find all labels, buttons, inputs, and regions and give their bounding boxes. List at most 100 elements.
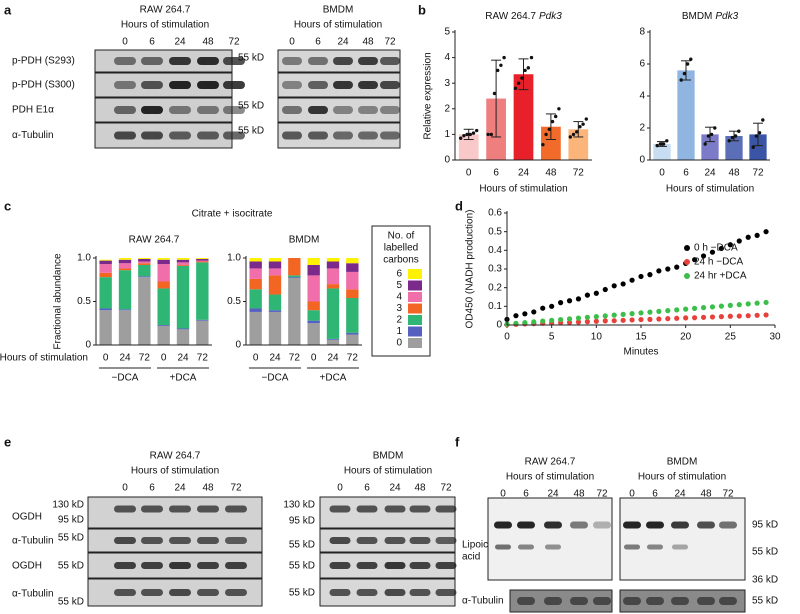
data-point — [602, 318, 608, 324]
data-point — [656, 308, 662, 314]
blot-row-label: OGDH — [12, 561, 42, 572]
data-point — [611, 312, 617, 318]
data-point — [692, 315, 698, 321]
bar-segment — [268, 268, 282, 276]
blot-row-label: PDH E1α — [12, 105, 54, 116]
legend-label: 5 — [396, 280, 402, 291]
x-axis-label: Minutes — [623, 347, 658, 358]
band-label: Lipoic — [462, 540, 488, 551]
data-point — [566, 316, 573, 322]
data-point — [736, 238, 742, 244]
blot-band — [380, 131, 400, 140]
bar-segment — [99, 277, 112, 309]
data-point — [459, 136, 463, 140]
blot-band — [141, 106, 163, 114]
blot-band — [435, 537, 457, 544]
data-point — [733, 134, 738, 138]
bar-segment — [196, 262, 209, 320]
mw-marker: 55 kD — [238, 53, 264, 64]
bar-segment — [196, 319, 209, 321]
blot-band — [333, 57, 353, 65]
blot-image — [487, 497, 613, 581]
bar-segment — [157, 264, 170, 282]
blot-band — [380, 57, 400, 65]
lane-label: 48 — [362, 37, 374, 48]
bar-segment — [99, 264, 112, 273]
x-tick-label: 5 — [549, 332, 555, 343]
legend-swatch — [408, 303, 422, 314]
data-point — [647, 272, 653, 278]
bar-segment — [138, 276, 151, 278]
x-tick-label: 72 — [197, 353, 209, 364]
data-point — [584, 319, 591, 325]
x-tick-label: 72 — [752, 168, 764, 179]
data-point — [763, 312, 769, 318]
data-point — [489, 132, 493, 137]
bar-segment — [157, 258, 170, 260]
bar-segment — [326, 284, 340, 289]
x-tick-label: 0 — [466, 168, 472, 179]
blot-band — [593, 521, 611, 529]
blot-band — [197, 505, 219, 513]
x-tick-label: 24 — [518, 168, 530, 179]
blot-band — [197, 106, 219, 114]
blot-band — [719, 597, 737, 605]
chart-subtitle: RAW 264.7 — [129, 235, 180, 246]
data-point — [751, 145, 755, 149]
blot-band — [593, 597, 611, 605]
y-tick-label: 6 — [639, 59, 645, 70]
data-point — [465, 132, 469, 137]
blot-band — [697, 597, 715, 605]
legend-label: 4 — [396, 292, 402, 303]
data-point — [727, 302, 733, 308]
data-point — [575, 315, 582, 321]
data-point — [683, 306, 689, 312]
band-label: acid — [462, 552, 480, 563]
data-point — [584, 314, 591, 320]
blot-cell-line: RAW 264.7 — [525, 457, 576, 468]
data-point — [486, 132, 490, 137]
blot-band — [356, 562, 378, 569]
blot-band — [114, 505, 136, 513]
data-point — [629, 317, 635, 323]
x-tick-label: 24 — [269, 353, 281, 364]
data-point — [629, 311, 635, 317]
lane-label: 72 — [228, 37, 240, 48]
data-point — [682, 71, 687, 76]
panel-letter: a — [4, 2, 12, 17]
y-tick-label: 0.3 — [488, 264, 502, 275]
error-bar — [518, 58, 529, 91]
data-point — [736, 302, 742, 308]
legend-label: 0 — [396, 338, 402, 349]
data-point — [526, 66, 530, 70]
x-tick-label: 6 — [493, 168, 499, 179]
lane-label: 0 — [629, 489, 635, 500]
lane-label: 6 — [149, 37, 155, 48]
blot-band — [169, 131, 191, 140]
bar-segment — [288, 278, 301, 345]
blot-axis-label: Hours of stimulation — [131, 466, 219, 477]
blot-band — [671, 597, 689, 605]
data-point — [593, 318, 599, 324]
blot-band — [570, 521, 588, 529]
blot-axis-label: Hours of stimulation — [121, 20, 209, 31]
data-point — [757, 131, 762, 135]
y-tick-label: 0 — [496, 320, 502, 331]
bar-segment — [196, 260, 209, 262]
bar-segment — [326, 268, 340, 285]
data-point — [520, 76, 524, 80]
legend-swatch — [408, 338, 422, 348]
bar — [458, 134, 479, 160]
blot-band — [225, 505, 247, 513]
blot-band — [114, 562, 136, 569]
blot-band — [544, 597, 562, 605]
data-point — [496, 68, 500, 73]
bar-segment — [99, 308, 112, 311]
blot-band — [114, 106, 136, 114]
bar-segment — [176, 264, 190, 266]
blot-band — [114, 57, 136, 65]
blot-axis-label: Hours of stimulation — [344, 466, 432, 477]
bar-segment — [118, 263, 132, 269]
